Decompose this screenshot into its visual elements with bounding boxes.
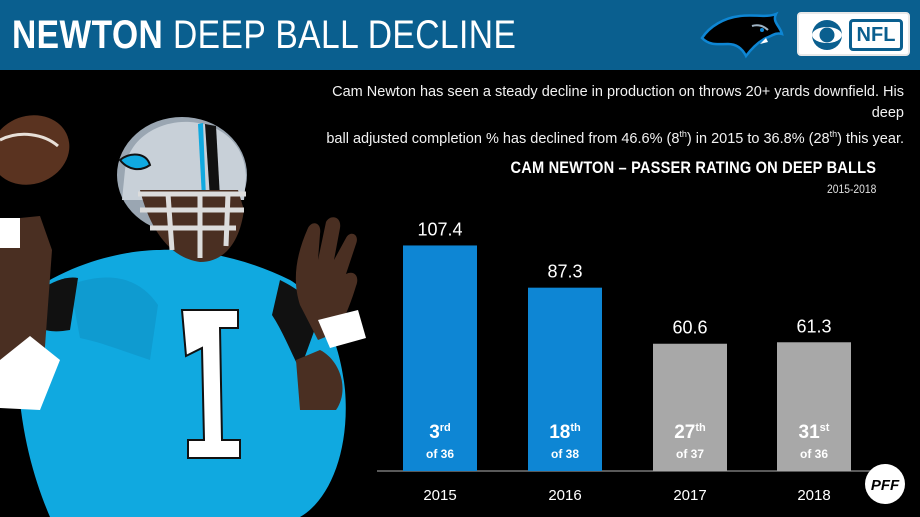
panthers-logo-icon	[700, 11, 784, 59]
rank-total-2016: of 38	[551, 447, 579, 461]
rank-total-2018: of 36	[800, 447, 828, 461]
bar-value-label-2018: 61.3	[796, 316, 831, 336]
cbs-eye-icon	[812, 20, 842, 50]
page-title: NEWTON DEEP BALL DECLINE	[12, 12, 516, 58]
bar-2018	[777, 342, 851, 471]
rank-total-2015: of 36	[426, 447, 454, 461]
rank-label-2017: 27th	[674, 422, 706, 443]
rank-total-2017: of 37	[676, 447, 704, 461]
svg-text:PFF: PFF	[871, 477, 900, 494]
chart-title: CAM NEWTON – PASSER RATING ON DEEP BALLS	[510, 158, 876, 177]
chart-subtitle: 2015-2018	[826, 182, 876, 196]
description-line2: ball adjusted completion % has declined …	[326, 129, 904, 147]
rank-label-2016: 18th	[549, 422, 581, 443]
description-text: Cam Newton has seen a steady decline in …	[304, 82, 904, 150]
x-tick-label-2016: 2016	[548, 487, 581, 504]
rank-label-2018: 31st	[799, 422, 830, 443]
header-bar: NEWTON DEEP BALL DECLINE NFL	[0, 0, 920, 70]
description-line1: Cam Newton has seen a steady decline in …	[332, 84, 904, 121]
title-bold: NEWTON	[12, 13, 164, 57]
bar-value-label-2016: 87.3	[547, 262, 582, 282]
x-tick-label-2018: 2018	[797, 487, 830, 504]
bar-value-label-2015: 107.4	[417, 219, 462, 239]
network-badge: NFL	[797, 12, 910, 56]
x-tick-label-2017: 2017	[673, 487, 706, 504]
title-light: DEEP BALL DECLINE	[172, 13, 517, 57]
pff-logo-icon: PFF	[865, 464, 905, 504]
bar-2016	[528, 287, 602, 471]
quarterback-photo	[0, 115, 366, 517]
bar-value-label-2017: 60.6	[672, 318, 707, 338]
nfl-text: NFL	[849, 19, 903, 51]
bar-2015	[403, 245, 477, 471]
bar-2017	[653, 343, 727, 471]
rank-label-2015: 3rd	[429, 422, 451, 443]
x-tick-label-2015: 2015	[423, 487, 456, 504]
